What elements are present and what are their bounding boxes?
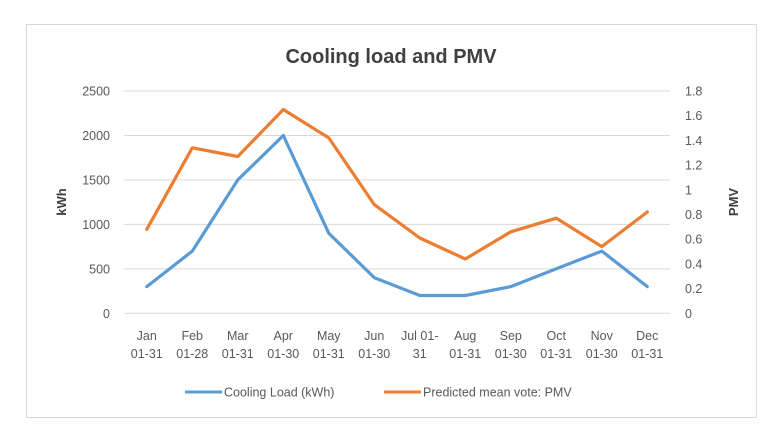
x-tick-label: May 01-31 — [313, 329, 345, 361]
x-tick-month: Jul 01- — [401, 329, 439, 343]
legend-label: Predicted mean vote: PMV — [423, 386, 572, 400]
x-tick-month: Feb — [181, 329, 203, 343]
x-tick-range: 01-28 — [176, 347, 208, 361]
x-tick-month: Nov — [591, 329, 614, 343]
x-tick-label: Jul 01- 31 — [401, 329, 439, 361]
series-line — [145, 107, 649, 261]
x-tick-month: Jun — [364, 329, 384, 343]
legend-item: Cooling Load (kWh) — [185, 386, 334, 400]
left-tick-label: 1500 — [82, 173, 110, 187]
x-tick-label: Mar 01-31 — [222, 329, 254, 361]
left-axis-ticks: 0 500 1000 1500 2000 2500 — [82, 85, 110, 321]
x-tick-range: 01-31 — [631, 347, 663, 361]
x-tick-month: Aug — [454, 329, 476, 343]
series-line — [145, 133, 649, 298]
left-tick-label: 2500 — [82, 85, 110, 99]
right-tick-label: 1 — [685, 183, 692, 197]
right-axis-label: PMV — [726, 188, 741, 217]
x-tick-label: Aug 01-31 — [449, 329, 481, 361]
x-tick-month: Jan — [137, 329, 157, 343]
x-tick-range: 31 — [413, 347, 427, 361]
series-pmv — [145, 107, 649, 261]
legend-item: Predicted mean vote: PMV — [384, 386, 572, 400]
x-tick-range: 01-31 — [131, 347, 163, 361]
legend: Cooling Load (kWh) Predicted mean vote: P… — [185, 386, 572, 400]
x-tick-range: 01-30 — [586, 347, 618, 361]
x-tick-month: Sep — [500, 329, 522, 343]
x-tick-range: 01-31 — [222, 347, 254, 361]
left-tick-label: 500 — [89, 262, 110, 276]
series-lines — [145, 107, 649, 298]
left-axis-label: kWh — [54, 188, 69, 216]
right-tick-label: 0.2 — [685, 282, 702, 296]
x-tick-range: 01-30 — [267, 347, 299, 361]
right-tick-label: 0.4 — [685, 257, 702, 271]
x-tick-label: Dec 01-31 — [631, 329, 663, 361]
left-tick-label: 1000 — [82, 218, 110, 232]
x-tick-label: Oct 01-31 — [540, 329, 572, 361]
x-tick-range: 01-31 — [313, 347, 345, 361]
legend-label: Cooling Load (kWh) — [224, 386, 334, 400]
left-tick-label: 2000 — [82, 129, 110, 143]
right-tick-label: 0.8 — [685, 208, 702, 222]
x-tick-range: 01-30 — [495, 347, 527, 361]
x-tick-label: Jan 01-31 — [131, 329, 163, 361]
x-tick-label: Nov 01-30 — [586, 329, 618, 361]
right-tick-label: 1.2 — [685, 159, 702, 173]
x-tick-month: Apr — [274, 329, 293, 343]
right-tick-label: 1.8 — [685, 85, 702, 99]
x-tick-range: 01-31 — [449, 347, 481, 361]
x-tick-month: Dec — [636, 329, 658, 343]
x-tick-label: Sep 01-30 — [495, 329, 527, 361]
x-tick-label: Jun 01-30 — [358, 329, 390, 361]
x-tick-range: 01-31 — [540, 347, 572, 361]
x-tick-month: Oct — [547, 329, 567, 343]
right-tick-label: 1.4 — [685, 134, 702, 148]
right-tick-label: 0 — [685, 307, 692, 321]
x-axis-ticks: Jan 01-31 Feb 01-28 Mar 01-31 Apr 01-30 May 01-31… — [131, 329, 664, 361]
x-tick-label: Feb 01-28 — [176, 329, 208, 361]
series-cooling-load — [145, 133, 649, 298]
chart-title: Cooling load and PMV — [285, 46, 497, 68]
x-tick-range: 01-30 — [358, 347, 390, 361]
x-tick-month: May — [317, 329, 341, 343]
right-axis-ticks: 0 0.2 0.4 0.6 0.8 1 1.2 1.4 1.6 1.8 — [685, 85, 702, 321]
x-tick-month: Mar — [227, 329, 249, 343]
x-tick-label: Apr 01-30 — [267, 329, 299, 361]
left-tick-label: 0 — [103, 307, 110, 321]
right-tick-label: 0.6 — [685, 233, 702, 247]
gridlines — [124, 90, 670, 314]
right-tick-label: 1.6 — [685, 109, 702, 123]
